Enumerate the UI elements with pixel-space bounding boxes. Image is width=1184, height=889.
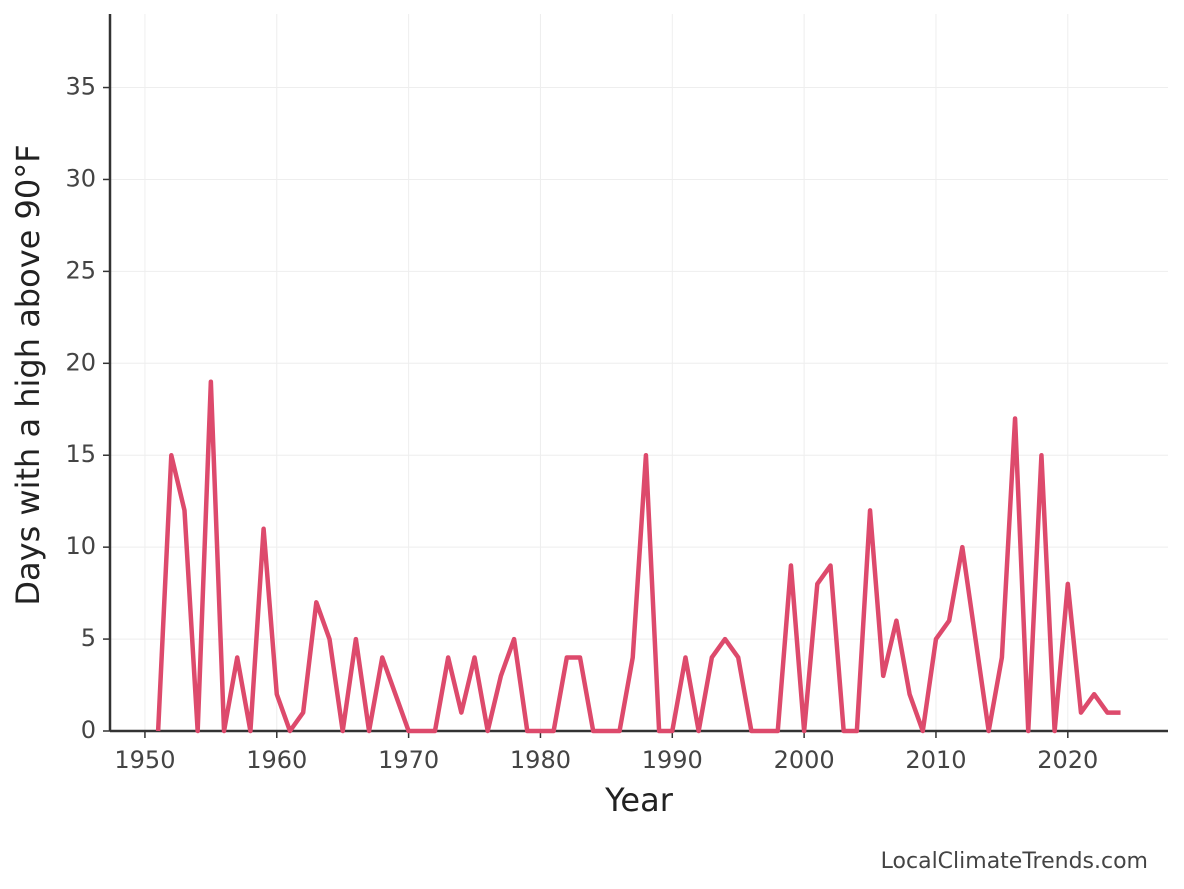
x-tick-label: 2010 — [905, 746, 966, 774]
x-tick-label: 1970 — [378, 746, 439, 774]
y-tick-label: 20 — [65, 348, 96, 376]
x-tick-label: 1950 — [114, 746, 175, 774]
y-tick-label: 30 — [65, 164, 96, 192]
x-tick-label: 1990 — [642, 746, 703, 774]
y-tick-label: 15 — [65, 440, 96, 468]
data-line — [155, 379, 1121, 734]
x-tick-label: 1980 — [510, 746, 571, 774]
y-tick-label: 5 — [81, 624, 96, 652]
y-tick-label: 35 — [65, 73, 96, 101]
source-text: LocalClimateTrends.com — [881, 849, 1148, 874]
x-tick-label: 2020 — [1037, 746, 1098, 774]
y-tick-label: 0 — [81, 716, 96, 744]
y-tick-label: 10 — [65, 532, 96, 560]
y-tick-label: 25 — [65, 256, 96, 284]
x-axis-label: Year — [604, 781, 674, 819]
x-tick-label: 1960 — [246, 746, 307, 774]
x-tick-label: 2000 — [774, 746, 835, 774]
y-axis-label: Days with a high above 90°F — [9, 144, 47, 605]
